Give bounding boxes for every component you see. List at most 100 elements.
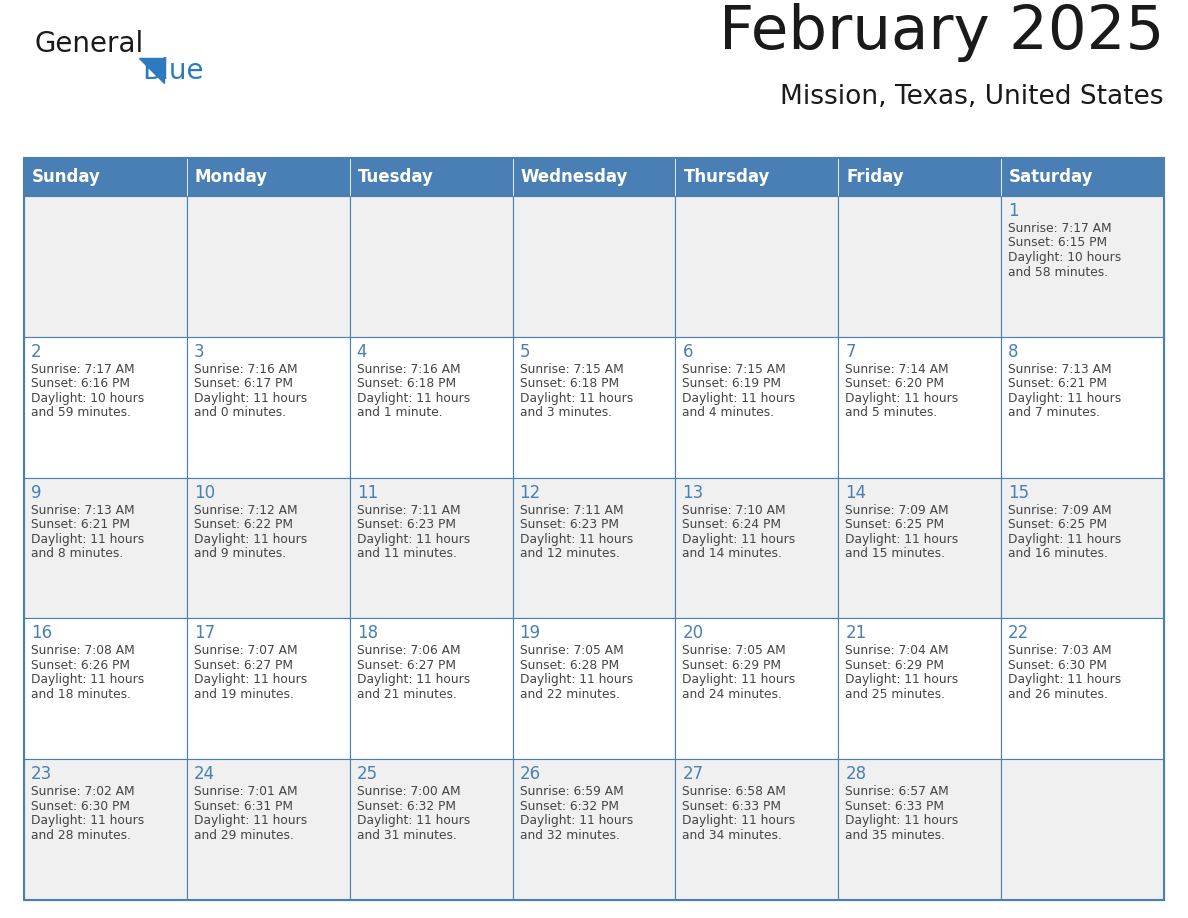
Text: Daylight: 11 hours: Daylight: 11 hours [1009, 674, 1121, 687]
Text: Mission, Texas, United States: Mission, Texas, United States [781, 84, 1164, 110]
Text: Sunrise: 7:11 AM: Sunrise: 7:11 AM [519, 504, 624, 517]
Text: Sunset: 6:23 PM: Sunset: 6:23 PM [356, 518, 456, 532]
Text: Sunset: 6:29 PM: Sunset: 6:29 PM [682, 659, 782, 672]
Text: and 12 minutes.: and 12 minutes. [519, 547, 619, 560]
Text: Daylight: 11 hours: Daylight: 11 hours [519, 674, 633, 687]
Text: 19: 19 [519, 624, 541, 643]
Bar [349, 158, 512, 196]
Text: Sunset: 6:32 PM: Sunset: 6:32 PM [356, 800, 456, 812]
Text: 22: 22 [1009, 624, 1029, 643]
Text: 24: 24 [194, 766, 215, 783]
Text: and 19 minutes.: and 19 minutes. [194, 688, 293, 701]
Bar [676, 619, 839, 759]
Bar [512, 759, 676, 900]
Text: and 9 minutes.: and 9 minutes. [194, 547, 286, 560]
Text: Sunrise: 7:00 AM: Sunrise: 7:00 AM [356, 785, 460, 798]
Text: Sunrise: 7:05 AM: Sunrise: 7:05 AM [519, 644, 624, 657]
Text: 25: 25 [356, 766, 378, 783]
Bar [839, 477, 1001, 619]
Bar [1001, 759, 1164, 900]
Text: Sunrise: 7:07 AM: Sunrise: 7:07 AM [194, 644, 297, 657]
Text: Sunset: 6:27 PM: Sunset: 6:27 PM [356, 659, 456, 672]
Bar [512, 196, 676, 337]
Bar [187, 759, 349, 900]
Text: Sunrise: 7:09 AM: Sunrise: 7:09 AM [846, 504, 949, 517]
Text: Sunset: 6:16 PM: Sunset: 6:16 PM [31, 377, 129, 390]
Bar [676, 196, 839, 337]
Text: and 1 minute.: and 1 minute. [356, 407, 442, 420]
Bar [187, 619, 349, 759]
Text: Sunrise: 7:15 AM: Sunrise: 7:15 AM [682, 363, 786, 375]
Text: and 58 minutes.: and 58 minutes. [1009, 265, 1108, 278]
Text: Sunrise: 7:09 AM: Sunrise: 7:09 AM [1009, 504, 1112, 517]
Text: Daylight: 11 hours: Daylight: 11 hours [356, 814, 470, 827]
Text: Sunrise: 7:12 AM: Sunrise: 7:12 AM [194, 504, 297, 517]
Text: Sunrise: 7:10 AM: Sunrise: 7:10 AM [682, 504, 786, 517]
Bar [512, 158, 676, 196]
Text: Daylight: 11 hours: Daylight: 11 hours [356, 532, 470, 545]
Text: Daylight: 11 hours: Daylight: 11 hours [31, 532, 144, 545]
Text: Daylight: 11 hours: Daylight: 11 hours [31, 814, 144, 827]
Text: Daylight: 11 hours: Daylight: 11 hours [194, 814, 308, 827]
Text: Sunrise: 7:02 AM: Sunrise: 7:02 AM [31, 785, 134, 798]
Text: Sunset: 6:29 PM: Sunset: 6:29 PM [846, 659, 944, 672]
Text: Sunset: 6:27 PM: Sunset: 6:27 PM [194, 659, 293, 672]
Text: and 18 minutes.: and 18 minutes. [31, 688, 131, 701]
Bar [349, 477, 512, 619]
Text: Sunset: 6:18 PM: Sunset: 6:18 PM [519, 377, 619, 390]
Bar [349, 619, 512, 759]
Text: Tuesday: Tuesday [358, 168, 434, 186]
Bar [512, 337, 676, 477]
Bar [24, 158, 1164, 900]
Text: Monday: Monday [195, 168, 268, 186]
Bar [1001, 477, 1164, 619]
Text: 16: 16 [31, 624, 52, 643]
Bar [24, 158, 187, 196]
Text: Daylight: 11 hours: Daylight: 11 hours [519, 814, 633, 827]
Text: Sunset: 6:33 PM: Sunset: 6:33 PM [846, 800, 944, 812]
Text: Sunset: 6:30 PM: Sunset: 6:30 PM [1009, 659, 1107, 672]
Bar [1001, 196, 1164, 337]
Text: 3: 3 [194, 342, 204, 361]
Bar [24, 477, 187, 619]
Text: 11: 11 [356, 484, 378, 501]
Text: and 35 minutes.: and 35 minutes. [846, 829, 946, 842]
Text: and 31 minutes.: and 31 minutes. [356, 829, 456, 842]
Bar [1001, 158, 1164, 196]
Text: Daylight: 11 hours: Daylight: 11 hours [519, 532, 633, 545]
Text: 17: 17 [194, 624, 215, 643]
Text: Sunset: 6:32 PM: Sunset: 6:32 PM [519, 800, 619, 812]
Text: 14: 14 [846, 484, 866, 501]
Text: Daylight: 11 hours: Daylight: 11 hours [31, 674, 144, 687]
Bar [512, 477, 676, 619]
Text: Sunset: 6:24 PM: Sunset: 6:24 PM [682, 518, 782, 532]
Text: 8: 8 [1009, 342, 1018, 361]
Text: and 29 minutes.: and 29 minutes. [194, 829, 293, 842]
Text: 23: 23 [31, 766, 52, 783]
Text: Sunset: 6:30 PM: Sunset: 6:30 PM [31, 800, 129, 812]
Text: Friday: Friday [846, 168, 904, 186]
Polygon shape [139, 58, 164, 83]
Text: Sunrise: 6:59 AM: Sunrise: 6:59 AM [519, 785, 624, 798]
Bar [187, 158, 349, 196]
Text: Sunrise: 7:13 AM: Sunrise: 7:13 AM [1009, 363, 1112, 375]
Text: Blue: Blue [143, 57, 203, 85]
Text: Thursday: Thursday [683, 168, 770, 186]
Text: and 0 minutes.: and 0 minutes. [194, 407, 286, 420]
Text: Sunset: 6:31 PM: Sunset: 6:31 PM [194, 800, 293, 812]
Bar [839, 158, 1001, 196]
Text: Sunset: 6:25 PM: Sunset: 6:25 PM [846, 518, 944, 532]
Bar [187, 196, 349, 337]
Text: Daylight: 11 hours: Daylight: 11 hours [356, 674, 470, 687]
Text: Daylight: 11 hours: Daylight: 11 hours [682, 674, 796, 687]
Bar [187, 337, 349, 477]
Text: 13: 13 [682, 484, 703, 501]
Bar [839, 759, 1001, 900]
Text: Sunrise: 7:17 AM: Sunrise: 7:17 AM [1009, 222, 1112, 235]
Text: February 2025: February 2025 [719, 3, 1164, 62]
Text: and 8 minutes.: and 8 minutes. [31, 547, 124, 560]
Text: 9: 9 [31, 484, 42, 501]
Text: Sunset: 6:19 PM: Sunset: 6:19 PM [682, 377, 782, 390]
Text: and 5 minutes.: and 5 minutes. [846, 407, 937, 420]
Text: Daylight: 11 hours: Daylight: 11 hours [682, 532, 796, 545]
